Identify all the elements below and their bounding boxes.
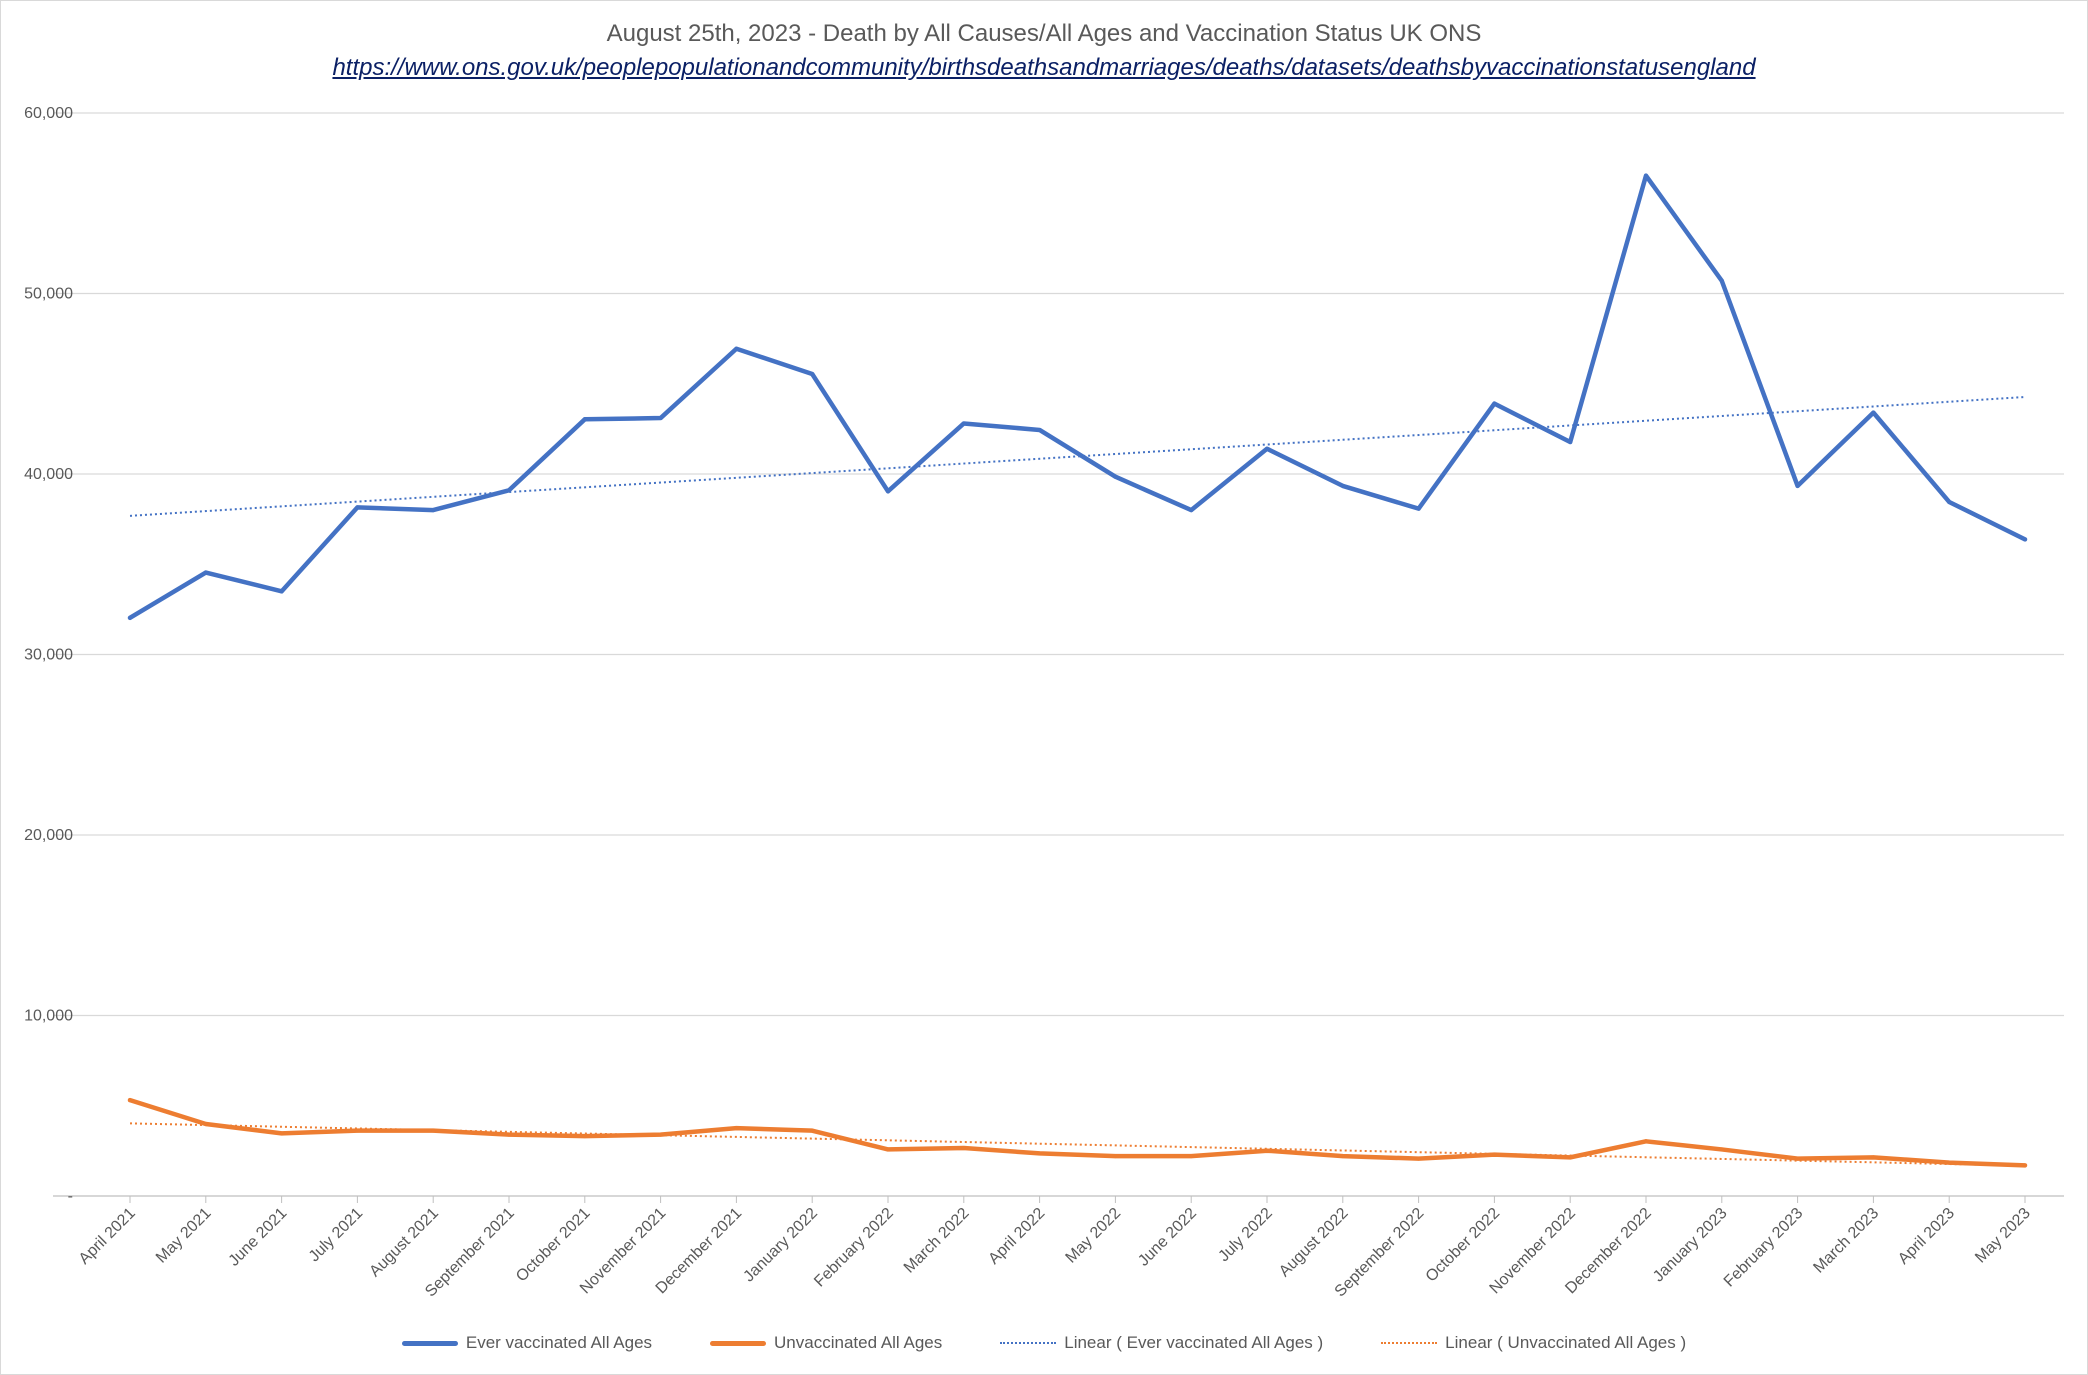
data-point xyxy=(1492,401,1497,406)
legend-item-unvaccinated: Unvaccinated All Ages xyxy=(710,1333,942,1353)
legend: Ever vaccinated All Ages Unvaccinated Al… xyxy=(0,1333,2088,1353)
data-point xyxy=(810,1128,815,1133)
data-point xyxy=(431,508,436,513)
data-point xyxy=(1189,1154,1194,1159)
x-tick-label: July 2022 xyxy=(1215,1205,1276,1266)
legend-swatch xyxy=(401,1340,458,1346)
x-tick-label: May 2023 xyxy=(1972,1205,2034,1267)
y-tick-label: 10,000 xyxy=(24,1008,73,1025)
x-tick-label: January 2022 xyxy=(740,1205,821,1286)
legend-label: Linear ( Ever vaccinated All Ages ) xyxy=(1064,1333,1324,1352)
legend-label: Ever vaccinated All Ages xyxy=(465,1333,653,1352)
x-tick-label: April 2021 xyxy=(76,1205,139,1268)
data-point xyxy=(128,1098,132,1103)
data-point xyxy=(355,505,360,510)
data-point xyxy=(203,570,208,575)
x-tick-label: February 2022 xyxy=(811,1205,897,1291)
data-point xyxy=(1568,440,1573,445)
data-point xyxy=(1189,508,1194,513)
legend-swatch xyxy=(710,1340,767,1346)
x-tick-label: August 2022 xyxy=(1276,1205,1352,1281)
y-tick-label: 20,000 xyxy=(24,827,73,844)
data-point xyxy=(1416,1156,1421,1161)
data-point xyxy=(1113,1154,1118,1159)
data-point xyxy=(1644,1139,1648,1144)
chart-title: August 25th, 2023 - Death by All Causes/… xyxy=(606,20,1482,47)
y-tick-label: - xyxy=(68,1188,73,1205)
legend-label: Linear ( Unvaccinated All Ages ) xyxy=(1445,1333,1687,1352)
x-tick-label: April 2022 xyxy=(985,1205,1048,1268)
data-point xyxy=(203,1121,208,1126)
legend-swatch xyxy=(1381,1342,1438,1344)
data-point xyxy=(1719,1147,1724,1152)
data-point xyxy=(128,615,132,620)
data-point xyxy=(1492,1152,1497,1157)
data-point xyxy=(886,1147,890,1152)
data-point xyxy=(734,1126,739,1131)
x-tick-label: July 2021 xyxy=(306,1205,367,1266)
data-point xyxy=(1947,499,1952,504)
legend-swatch xyxy=(1000,1342,1057,1344)
legend-label: Unvaccinated All Ages xyxy=(774,1333,943,1352)
y-tick-label: 50,000 xyxy=(24,286,73,303)
y-tick-label: 60,000 xyxy=(24,105,73,122)
data-point xyxy=(507,488,511,493)
legend-item-trend-unvaccinated: Linear ( Unvaccinated All Ages ) xyxy=(1381,1333,1686,1353)
data-point xyxy=(279,589,284,594)
x-tick-label: March 2022 xyxy=(901,1205,973,1277)
y-tick-label: 40,000 xyxy=(24,466,73,483)
data-point xyxy=(734,346,739,351)
data-point xyxy=(1871,1155,1876,1160)
data-point xyxy=(1340,1154,1345,1159)
data-point xyxy=(961,421,966,426)
data-point xyxy=(658,416,663,421)
data-point xyxy=(1644,173,1648,178)
legend-item-trend-ever-vaccinated: Linear ( Ever vaccinated All Ages ) xyxy=(1000,1333,1323,1353)
y-tick-label: 30,000 xyxy=(24,647,73,664)
x-tick-label: October 2021 xyxy=(513,1205,594,1286)
data-point xyxy=(582,417,587,422)
trendline xyxy=(129,395,2026,517)
data-point xyxy=(1568,1155,1573,1160)
x-tick-label: June 2022 xyxy=(1135,1205,1200,1270)
data-point xyxy=(582,1134,587,1139)
x-tick-label: January 2023 xyxy=(1650,1205,1731,1286)
data-point xyxy=(1037,427,1042,432)
data-point xyxy=(810,372,815,377)
series-line-1 xyxy=(127,1097,2028,1168)
data-point xyxy=(1340,483,1345,488)
data-point xyxy=(279,1131,284,1136)
data-point xyxy=(1037,1151,1042,1156)
data-point xyxy=(1265,446,1269,451)
data-point xyxy=(1113,474,1118,479)
x-tick-label: March 2023 xyxy=(1810,1205,1882,1277)
data-point xyxy=(2023,1163,2027,1168)
data-point xyxy=(961,1145,966,1150)
x-tick-label: May 2022 xyxy=(1063,1205,1125,1267)
data-point xyxy=(355,1128,360,1133)
source-link[interactable]: https://www.ons.gov.uk/peoplepopulationa… xyxy=(332,54,1756,81)
data-point xyxy=(507,1132,511,1137)
x-tick-label: August 2021 xyxy=(366,1205,442,1281)
series-line-0 xyxy=(127,173,2028,621)
x-tick-label: May 2021 xyxy=(153,1205,215,1267)
data-point xyxy=(1795,1156,1800,1161)
data-point xyxy=(431,1128,436,1133)
x-tick-label: April 2023 xyxy=(1895,1205,1958,1268)
data-point xyxy=(1265,1148,1269,1153)
data-point xyxy=(886,489,890,494)
data-point xyxy=(658,1132,663,1137)
data-point xyxy=(1719,278,1724,283)
x-tick-label: October 2022 xyxy=(1423,1205,1504,1286)
data-point xyxy=(2023,537,2027,542)
data-point xyxy=(1947,1160,1952,1165)
x-tick-label: February 2023 xyxy=(1721,1205,1807,1291)
data-point xyxy=(1795,483,1800,488)
legend-item-ever-vaccinated: Ever vaccinated All Ages xyxy=(401,1333,653,1353)
x-tick-label: June 2021 xyxy=(226,1205,291,1270)
data-point xyxy=(1871,410,1876,415)
data-point xyxy=(1416,506,1421,511)
